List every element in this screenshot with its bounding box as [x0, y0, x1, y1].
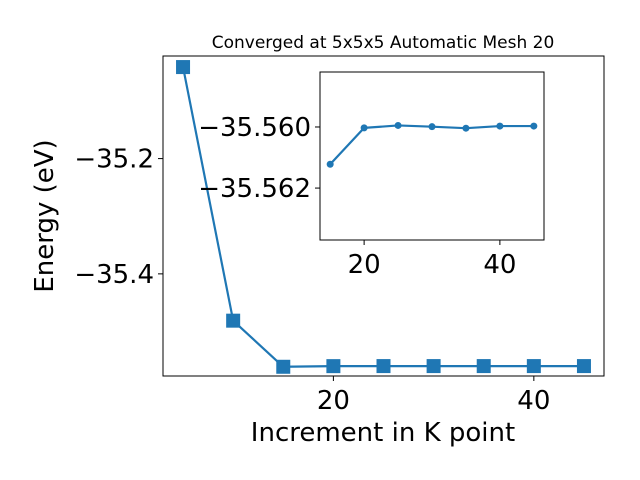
inset-y-tick-label: −35.562 — [198, 174, 311, 204]
inset-data-point — [428, 123, 436, 131]
inset-data-point — [360, 124, 368, 132]
inset-data-point — [530, 122, 538, 130]
main-data-point — [426, 359, 441, 374]
main-plot: 20 40 −35.2 −35.4 — [74, 55, 605, 416]
main-y-tick-label: −35.4 — [74, 260, 154, 290]
main-x-tick-label: 40 — [517, 386, 550, 416]
main-data-point — [226, 313, 241, 328]
main-data-point — [376, 359, 391, 374]
y-axis-label: Energy (eV) — [30, 139, 60, 292]
main-plot-frame — [162, 55, 605, 377]
main-data-point — [526, 359, 541, 374]
inset-plot: 20 40 −35.562 −35.560 — [198, 71, 545, 280]
main-data-point — [576, 359, 591, 374]
x-axis-label: Increment in K point — [251, 418, 515, 448]
inset-data-point — [462, 124, 470, 132]
main-data-point — [176, 60, 191, 75]
main-data-point — [476, 359, 491, 374]
inset-data-point — [326, 160, 334, 168]
inset-x-tick-label: 20 — [348, 250, 381, 280]
inset-x-tick-label: 40 — [483, 250, 516, 280]
inset-data-point — [496, 122, 504, 130]
main-data-point — [326, 359, 341, 374]
main-x-tick-label: 20 — [317, 386, 350, 416]
main-data-point — [276, 359, 291, 374]
chart-title: Converged at 5x5x5 Automatic Mesh 20 — [212, 33, 555, 53]
inset-plot-frame — [319, 71, 545, 241]
inset-background — [320, 72, 544, 240]
inset-data-point — [394, 121, 402, 129]
inset-y-tick-label: −35.560 — [198, 113, 311, 143]
main-y-tick-label: −35.2 — [74, 145, 154, 175]
